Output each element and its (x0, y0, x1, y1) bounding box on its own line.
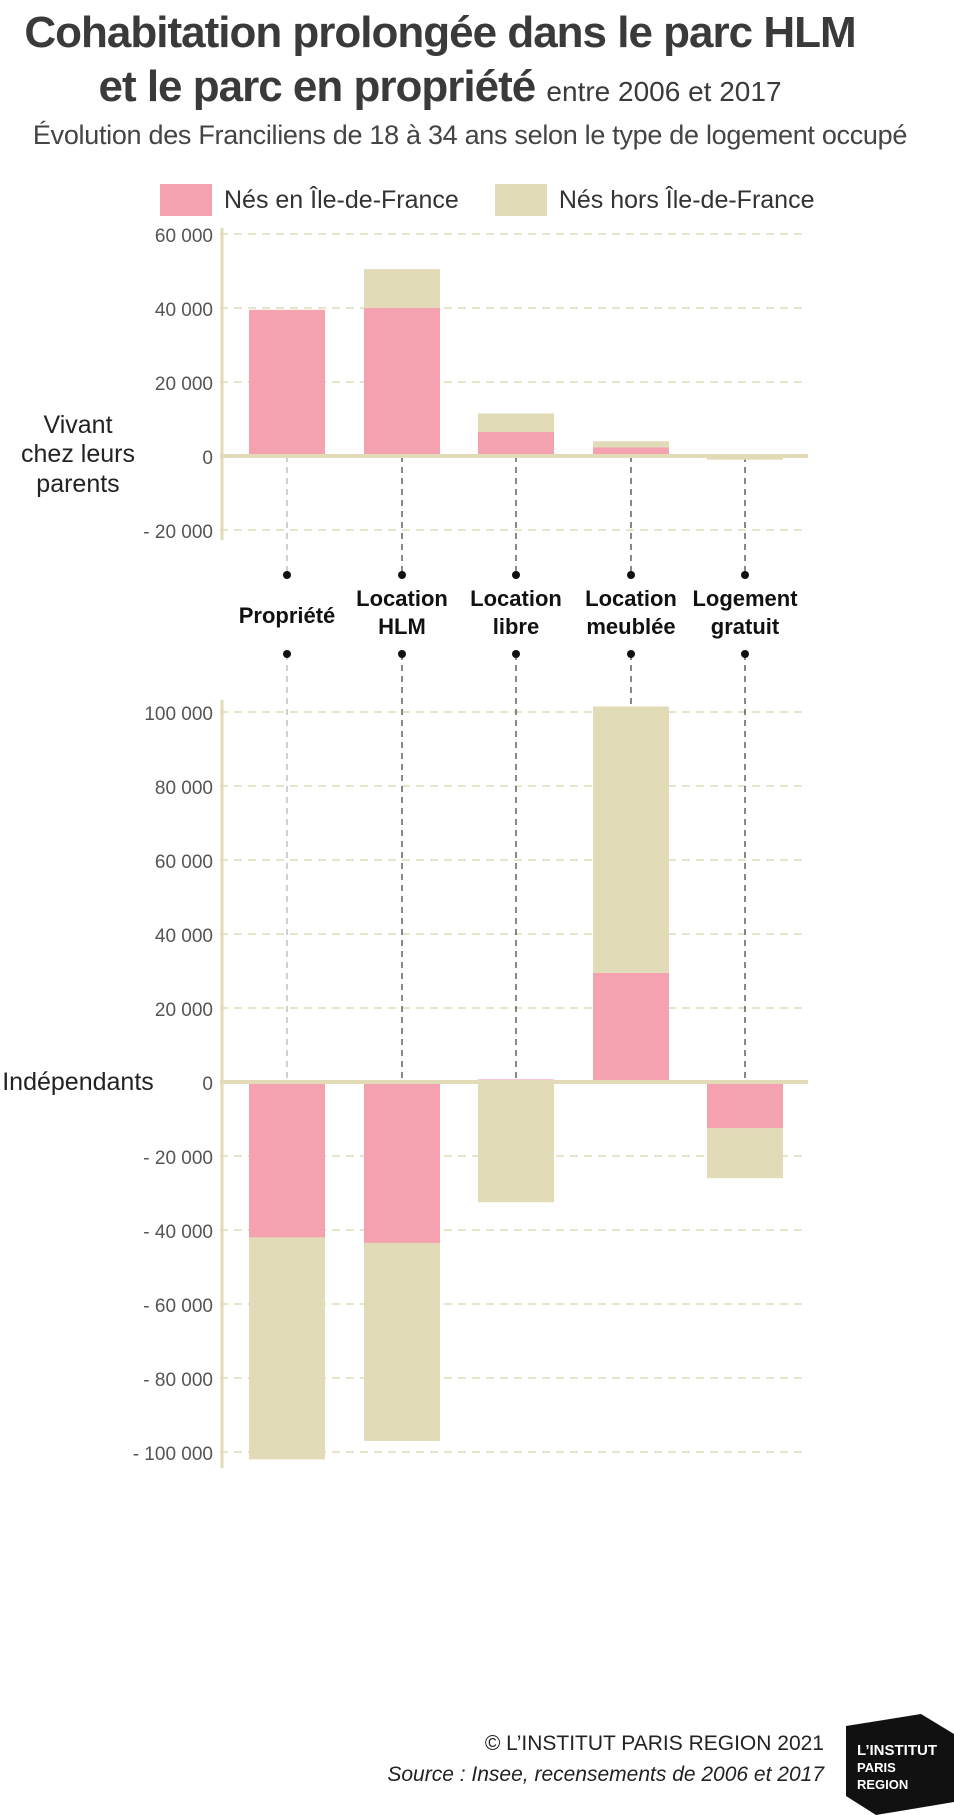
parents-bar-location-meublee-nes-idf (593, 447, 669, 456)
category-label-location-meublee: Location (585, 586, 677, 611)
parents-ytick-label: 20 000 (155, 374, 213, 395)
independants-bar-location-hlm-nes-idf (364, 1082, 440, 1243)
legend: Nés en Île-de-France Nés hors Île-de-Fra… (160, 184, 850, 216)
copyright: © L’INSTITUT PARIS REGION 2021 (484, 1732, 824, 1755)
title-line2: et le parc en propriété (98, 62, 536, 111)
legend-swatch-nes-hors-idf (494, 184, 547, 216)
independants-ytick-label: 40 000 (155, 926, 213, 947)
category-label-propriete: Propriété (239, 603, 336, 628)
parents-bar-location-hlm-nes-hors-idf (364, 269, 440, 308)
independants-ytick-label: 60 000 (155, 852, 213, 873)
independants-bar-logement-gratuit-nes-idf (707, 1082, 783, 1129)
category-label-location-hlm: HLM (378, 614, 426, 639)
dot-bottom-location-meublee (627, 650, 635, 658)
independants-bar-location-meublee-nes-idf (593, 972, 669, 1082)
parents-bar-location-meublee-nes-hors-idf (593, 441, 669, 448)
parents-ytick-label: - 20 000 (143, 522, 213, 543)
parents-panel-label: parents (36, 470, 119, 498)
independants-bar-location-hlm-nes-hors-idf (364, 1242, 440, 1441)
dot-top-logement-gratuit (741, 571, 749, 579)
parents-panel-label: chez leurs (21, 440, 135, 468)
dot-top-location-meublee (627, 571, 635, 579)
category-label-location-libre: libre (493, 614, 539, 639)
independants-ytick-label: - 20 000 (143, 1148, 213, 1169)
dot-top-location-hlm (398, 571, 406, 579)
parents-panel-label: Vivant (43, 411, 112, 439)
independants-ytick-label: - 60 000 (143, 1296, 213, 1317)
parents-ytick-label: 60 000 (155, 226, 213, 247)
independants-ytick-label: 20 000 (155, 1000, 213, 1021)
category-label-location-meublee: meublée (586, 614, 675, 639)
dot-bottom-logement-gratuit (741, 650, 749, 658)
dot-bottom-location-hlm (398, 650, 406, 658)
independants-panel-label: Indépendants (2, 1068, 154, 1096)
title-period: entre 2006 et 2017 (546, 76, 782, 107)
chart-subtitle: Évolution des Franciliens de 18 à 34 ans… (32, 120, 908, 150)
independants-ytick-label: 0 (202, 1074, 213, 1095)
legend-item-nes-hors-idf: Nés hors Île-de-France (494, 184, 815, 216)
category-label-location-libre: Location (470, 586, 562, 611)
independants-ytick-label: - 80 000 (143, 1370, 213, 1391)
parents-ytick-label: 40 000 (155, 300, 213, 321)
parents-bar-propriete-nes-idf (249, 309, 325, 456)
independants-ytick-label: 100 000 (144, 704, 213, 725)
legend-label-nes-idf: Nés en Île-de-France (224, 185, 459, 214)
dot-top-location-libre (512, 571, 520, 579)
independants-ytick-label: - 40 000 (143, 1222, 213, 1243)
dot-bottom-propriete (283, 650, 291, 658)
independants-bar-location-libre-nes-hors-idf (478, 1082, 554, 1203)
independants-ytick-label: 80 000 (155, 778, 213, 799)
legend-item-nes-idf: Nés en Île-de-France (160, 184, 459, 216)
parents-bar-location-hlm-nes-idf (364, 308, 440, 456)
dot-bottom-location-libre (512, 650, 520, 658)
parents-ytick-label: 0 (202, 448, 213, 469)
logo-text: L’INSTITUT PARIS REGION (857, 1742, 937, 1792)
chart-title: Cohabitation prolongée dans le parc HLM … (0, 6, 880, 119)
independants-bar-propriete-nes-idf (249, 1082, 325, 1238)
category-label-logement-gratuit: gratuit (711, 614, 780, 639)
parents-bar-location-libre-nes-hors-idf (478, 413, 554, 432)
legend-swatch-nes-idf (160, 184, 212, 216)
independants-ytick-label: - 100 000 (133, 1444, 213, 1465)
parents-bar-location-libre-nes-idf (478, 431, 554, 456)
legend-label-nes-hors-idf: Nés hors Île-de-France (558, 185, 815, 214)
dot-top-propriete (283, 571, 291, 579)
independants-bar-propriete-nes-hors-idf (249, 1237, 325, 1460)
source-note: Source : Insee, recensements de 2006 et … (387, 1763, 824, 1786)
title-line1: Cohabitation prolongée dans le parc HLM (24, 8, 856, 57)
independants-bar-logement-gratuit-nes-hors-idf (707, 1128, 783, 1179)
category-label-logement-gratuit: Logement (692, 586, 798, 611)
category-label-location-hlm: Location (356, 586, 448, 611)
institut-logo (846, 1714, 954, 1815)
independants-bar-location-meublee-nes-hors-idf (593, 706, 669, 973)
